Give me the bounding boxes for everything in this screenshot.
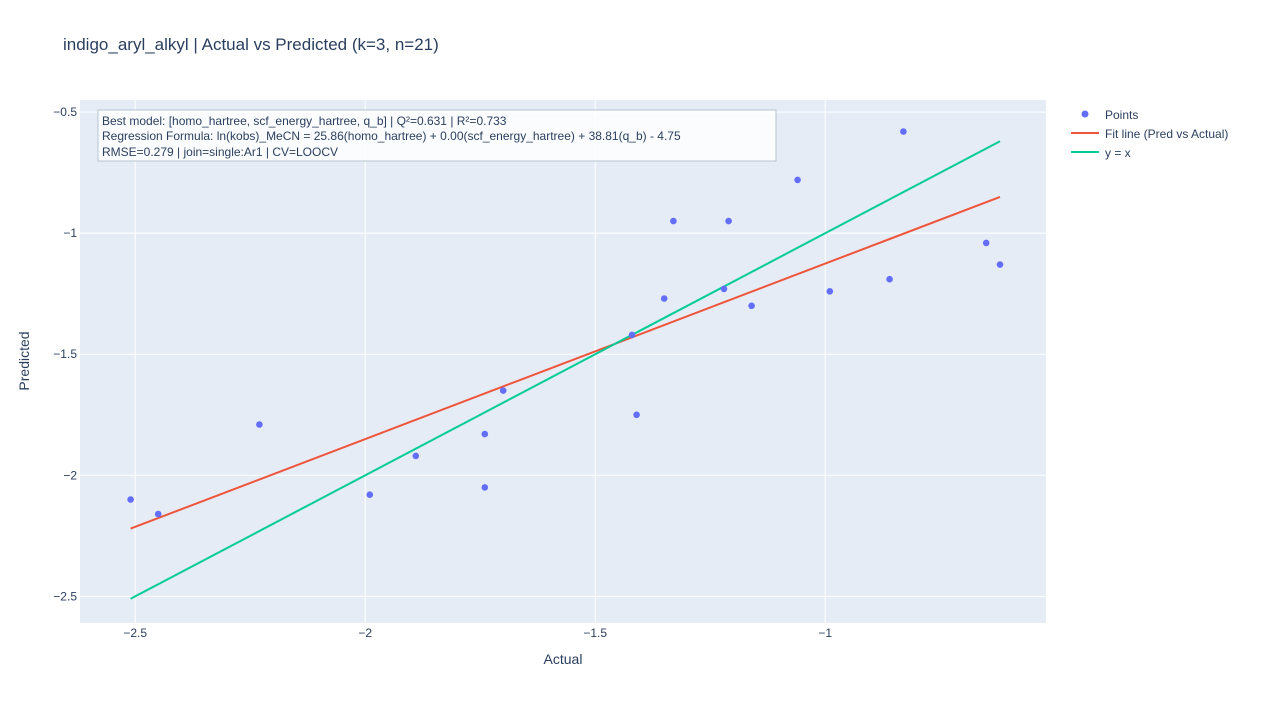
annotation-line-2: Regression Formula: ln(kobs)_MeCN = 25.8…: [102, 129, 681, 143]
data-point[interactable]: [748, 302, 755, 310]
legend-item-identity-line[interactable]: y = x: [1071, 146, 1131, 160]
y-axis-label: Predicted: [16, 331, 32, 390]
data-point[interactable]: [670, 217, 677, 225]
data-point[interactable]: [720, 285, 728, 293]
x-tick-label: −1.5: [583, 626, 607, 640]
data-point[interactable]: [996, 261, 1004, 268]
legend[interactable]: Points Fit line (Pred vs Actual) y = x: [1071, 108, 1228, 160]
annotation-line-3: RMSE=0.279 | join=single:Ar1 | CV=LOOCV: [102, 145, 338, 159]
annotation-box: Best model: [homo_hartree, scf_energy_ha…: [97, 109, 777, 162]
data-point[interactable]: [660, 295, 668, 302]
legend-points-marker: [1081, 110, 1089, 118]
data-point[interactable]: [982, 239, 990, 247]
data-point[interactable]: [154, 510, 162, 518]
data-point[interactable]: [794, 176, 801, 184]
x-tick-label: −1: [818, 626, 832, 640]
data-point[interactable]: [366, 491, 374, 499]
x-axis-label: Actual: [544, 651, 583, 667]
data-point[interactable]: [127, 496, 134, 503]
data-point[interactable]: [900, 128, 907, 135]
data-point[interactable]: [886, 275, 893, 283]
y-tick-labels: −2.5 −2 −1.5 −1 −0.5: [53, 105, 77, 603]
series-line: [130, 140, 1001, 600]
legend-points-label: Points: [1105, 108, 1138, 122]
series-lines: [130, 140, 1001, 600]
data-point[interactable]: [481, 484, 489, 491]
data-point[interactable]: [633, 411, 640, 419]
data-point[interactable]: [481, 430, 489, 438]
data-point[interactable]: [412, 452, 420, 460]
legend-item-points[interactable]: Points: [1081, 108, 1139, 122]
data-point[interactable]: [725, 217, 732, 225]
legend-identity-line-label: y = x: [1105, 146, 1131, 160]
chart-title: indigo_aryl_alkyl | Actual vs Predicted …: [63, 35, 439, 54]
plot-background: [80, 100, 1046, 623]
y-tick-label: −1.5: [53, 347, 77, 361]
x-tick-label: −2: [358, 626, 372, 640]
data-point[interactable]: [826, 288, 834, 295]
annotation-line-1: Best model: [homo_hartree, scf_energy_ha…: [102, 114, 507, 128]
y-tick-label: −0.5: [53, 105, 77, 119]
data-point[interactable]: [628, 331, 636, 339]
y-tick-label: −2: [63, 468, 77, 482]
series-points[interactable]: [127, 128, 1004, 518]
x-tick-labels: −2.5 −2 −1.5 −1: [123, 626, 832, 640]
legend-item-fit-line[interactable]: Fit line (Pred vs Actual): [1071, 127, 1228, 141]
series-line: [130, 195, 1001, 530]
data-point[interactable]: [256, 421, 263, 428]
legend-fit-line-label: Fit line (Pred vs Actual): [1105, 127, 1228, 141]
x-tick-label: −2.5: [123, 626, 147, 640]
y-tick-label: −2.5: [53, 589, 77, 603]
y-tick-label: −1: [63, 226, 77, 240]
data-point[interactable]: [499, 387, 507, 394]
